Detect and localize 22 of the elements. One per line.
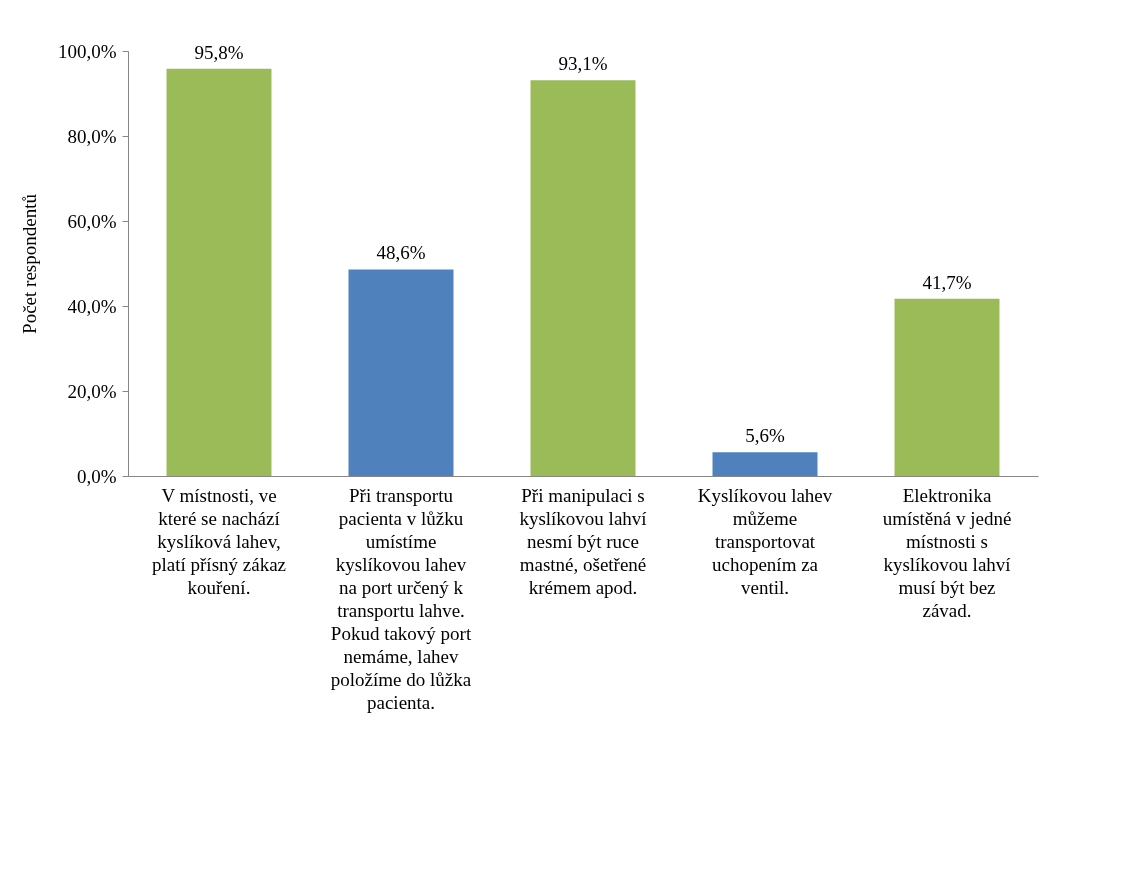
bar xyxy=(166,68,272,476)
data-label: 5,6% xyxy=(745,425,785,447)
bar xyxy=(530,80,636,476)
data-label: 41,7% xyxy=(922,271,972,293)
category-label: Při transportu pacienta v lůžku umístíme kyslíkovou lahev na port určený k transportu lahve. Pokud takový port nemáme, lahev položíme do lůžka pacienta. xyxy=(330,484,472,713)
data-label: 95,8% xyxy=(194,41,244,63)
bar xyxy=(894,298,1000,476)
x-tick-label: Kyslíkovou lahev můžeme transportovat uchopením za ventil. xyxy=(697,484,833,598)
y-tick-label: 0,0% xyxy=(76,465,117,487)
x-tick-label: V místnosti, ve které se nachází kyslíková lahev, platí přísný zákaz kouření. xyxy=(151,484,287,598)
bar xyxy=(712,452,818,476)
bar xyxy=(348,269,454,476)
y-tick-label: 80,0% xyxy=(67,125,117,147)
y-tick-label: 100,0% xyxy=(57,40,117,62)
data-label: 48,6% xyxy=(376,242,426,264)
y-axis-title: Počet respondentů xyxy=(18,193,40,334)
y-tick-label: 20,0% xyxy=(67,380,117,402)
x-tick-label: Při manipulaci s kyslíkovou lahví nesmí být ruce mastné, ošetřené krémem apod. xyxy=(519,484,648,598)
x-tick-label: Elektronika umístěná v jedné místnosti s kyslíkovou lahví musí být bez závad. xyxy=(882,484,1012,621)
data-label: 93,1% xyxy=(558,53,608,75)
y-tick-label: 40,0% xyxy=(67,295,117,317)
y-tick-label: 60,0% xyxy=(67,210,117,232)
